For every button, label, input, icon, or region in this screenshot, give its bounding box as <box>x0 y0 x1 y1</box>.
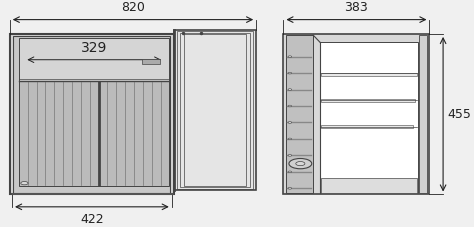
Text: 158: 158 <box>330 45 348 55</box>
Bar <box>286 35 313 193</box>
Text: 355: 355 <box>362 106 373 124</box>
Circle shape <box>288 89 292 90</box>
Bar <box>19 38 169 81</box>
Bar <box>19 81 169 186</box>
Bar <box>177 31 254 189</box>
Circle shape <box>288 105 292 107</box>
Bar <box>181 33 250 188</box>
Text: 208: 208 <box>360 156 378 166</box>
Text: 422: 422 <box>80 213 104 226</box>
Bar <box>10 34 174 195</box>
Bar <box>321 73 417 76</box>
Circle shape <box>288 188 292 189</box>
Circle shape <box>288 171 292 173</box>
Bar <box>283 34 429 195</box>
Bar <box>321 99 415 102</box>
Bar <box>13 36 170 193</box>
Bar <box>320 42 418 193</box>
Circle shape <box>288 56 292 57</box>
Bar <box>184 35 246 186</box>
Bar <box>419 35 427 193</box>
Circle shape <box>288 72 292 74</box>
Text: 383: 383 <box>345 1 368 15</box>
Circle shape <box>288 122 292 123</box>
Bar <box>321 178 417 193</box>
Circle shape <box>21 182 28 185</box>
Circle shape <box>296 162 305 166</box>
Bar <box>142 59 160 64</box>
Circle shape <box>289 158 312 169</box>
Bar <box>11 193 173 195</box>
Bar <box>321 125 412 128</box>
Text: 820: 820 <box>121 1 145 15</box>
Text: 329: 329 <box>81 41 108 54</box>
Circle shape <box>288 155 292 156</box>
Text: 455: 455 <box>447 108 472 121</box>
Circle shape <box>288 138 292 140</box>
Bar <box>174 30 256 190</box>
